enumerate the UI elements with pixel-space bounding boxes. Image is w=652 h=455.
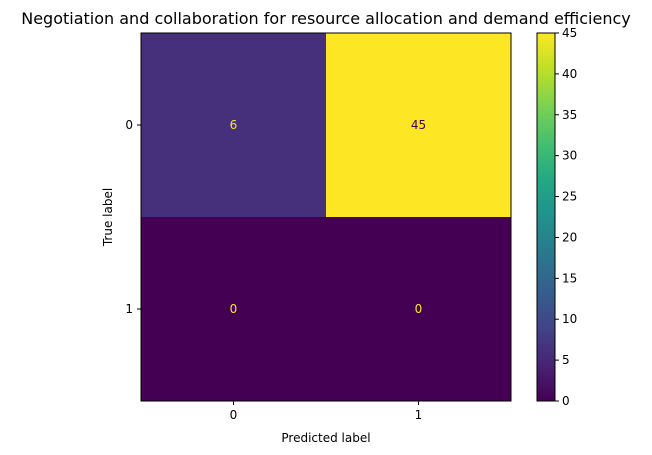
heatmap-cell-1-1 [326,217,512,402]
y-axis-ticks: 01 [125,118,141,316]
plot-frame [140,32,512,402]
colorbar-tick-label-9: 45 [562,26,577,40]
cell-value-1-0: 0 [230,302,238,316]
chart-title: Negotiation and collaboration for resour… [21,9,631,28]
colorbar-tick-label-1: 5 [562,353,570,367]
y-tick-label-0: 0 [125,118,133,132]
y-tick-label-1: 1 [125,302,133,316]
colorbar-tick-label-8: 40 [562,67,577,81]
heatmap-cell-0-1 [326,33,512,218]
colorbar-tick-label-7: 35 [562,108,577,122]
heatmap-cells [141,33,512,402]
cell-value-1-1: 0 [415,302,423,316]
colorbar-tick-label-2: 10 [562,312,577,326]
x-axis-label: Predicted label [281,431,370,445]
colorbar-tick-label-4: 20 [562,230,577,244]
colorbar-tick-label-0: 0 [562,394,570,408]
colorbar [536,32,556,402]
colorbar-ticks: 0 5 10 15 20 25 30 35 40 45 [555,26,577,408]
x-tick-label-0: 0 [230,408,238,422]
heatmap-cell-1-0 [141,217,327,402]
cell-value-0-1: 45 [411,118,426,132]
colorbar-tick-label-5: 25 [562,190,577,204]
heatmap-cell-labels: 6 45 0 0 [230,118,426,316]
y-axis-label: True label [101,188,115,247]
colorbar-tick-label-6: 30 [562,149,577,163]
x-tick-label-1: 1 [415,408,423,422]
cell-value-0-0: 6 [230,118,238,132]
heatmap-cell-0-0 [141,33,327,218]
colorbar-tick-label-3: 15 [562,271,577,285]
